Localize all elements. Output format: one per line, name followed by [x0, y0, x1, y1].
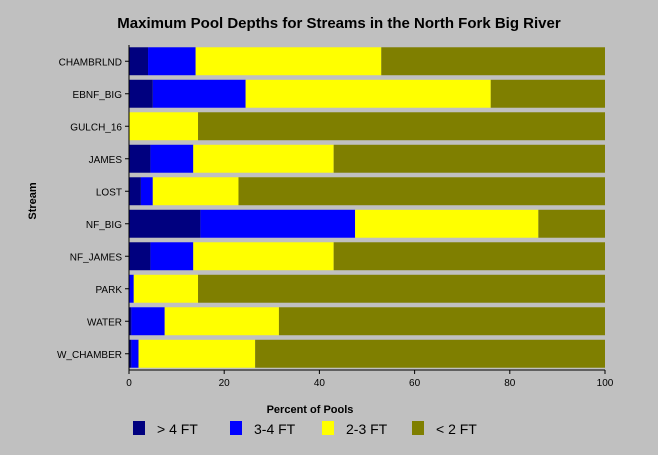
y-tick-label: NF_BIG	[86, 220, 122, 231]
x-tick-label: 80	[504, 378, 516, 389]
legend-label: > 4 FT	[157, 421, 198, 437]
bar-segment	[193, 144, 334, 173]
bar-segment	[333, 242, 605, 271]
y-axis-title: Stream	[27, 182, 39, 220]
chart-title: Maximum Pool Depths for Streams in the N…	[117, 15, 561, 32]
bar-segment	[129, 307, 132, 336]
x-tick-label: 20	[219, 378, 231, 389]
bar-segment	[131, 339, 139, 368]
bar-segment	[381, 47, 605, 76]
legend-swatch	[230, 421, 242, 435]
bar-segment	[129, 274, 134, 303]
y-tick-label: PARK	[96, 285, 123, 296]
bar-segment	[150, 144, 194, 173]
bar-segment	[152, 79, 246, 108]
bar-segment	[129, 177, 141, 206]
y-tick-label: W_CHAMBER	[57, 350, 122, 361]
y-tick-label: JAMES	[89, 155, 123, 166]
bar-segment	[131, 307, 165, 336]
bar-segment	[193, 242, 334, 271]
bar-segment	[538, 209, 605, 238]
bar-segment	[133, 274, 199, 303]
bars-layer	[129, 47, 606, 368]
bar-segment	[255, 339, 605, 368]
bar-segment	[129, 144, 151, 173]
legend-item: > 4 FT	[133, 421, 198, 437]
y-axis: CHAMBRLND EBNF_BIG GULCH_16 JAMES LOST NF_BIG…	[57, 45, 130, 370]
y-tick-label: GULCH_16	[70, 122, 122, 133]
legend-swatch	[412, 421, 424, 435]
y-tick-label: EBNF_BIG	[73, 90, 123, 101]
x-axis-title: Percent of Pools	[267, 404, 354, 416]
y-tick-label: WATER	[87, 317, 122, 328]
legend-label: < 2 FT	[436, 421, 477, 437]
y-tick-label: NF_JAMES	[70, 252, 123, 263]
bar-segment	[150, 242, 194, 271]
legend-swatch	[133, 421, 145, 435]
legend-item: 3-4 FT	[230, 421, 296, 437]
y-tick-label: LOST	[96, 187, 122, 198]
x-tick-label: 0	[126, 378, 132, 389]
bar-segment	[238, 177, 606, 206]
bar-segment	[164, 307, 279, 336]
legend-label: 3-4 FT	[254, 421, 296, 437]
legend-swatch	[322, 421, 334, 435]
bar-segment	[129, 209, 201, 238]
x-tick-label: 100	[597, 378, 614, 389]
bar-segment	[152, 177, 239, 206]
x-tick-label: 40	[314, 378, 326, 389]
legend-item: 2-3 FT	[322, 421, 388, 437]
bar-segment	[198, 274, 605, 303]
bar-segment	[195, 47, 382, 76]
bar-segment	[129, 79, 153, 108]
bar-segment	[138, 339, 256, 368]
bar-segment	[333, 144, 605, 173]
legend: > 4 FT 3-4 FT 2-3 FT < 2 FT	[133, 421, 477, 437]
bar-segment	[198, 112, 605, 141]
y-tick-label: CHAMBRLND	[59, 57, 122, 68]
bar-segment	[140, 177, 153, 206]
x-axis: 0 20 40 60 80 100	[126, 369, 614, 389]
bar-segment	[490, 79, 605, 108]
bar-segment	[129, 47, 149, 76]
bar-segment	[148, 47, 196, 76]
bar-segment	[200, 209, 356, 238]
legend-label: 2-3 FT	[346, 421, 388, 437]
x-tick-label: 60	[409, 378, 421, 389]
bar-segment	[278, 307, 605, 336]
bar-segment	[245, 79, 491, 108]
bar-segment	[129, 242, 151, 271]
legend-item: < 2 FT	[412, 421, 477, 437]
bar-segment	[129, 112, 199, 141]
bar-segment	[129, 339, 132, 368]
bar-segment	[355, 209, 539, 238]
